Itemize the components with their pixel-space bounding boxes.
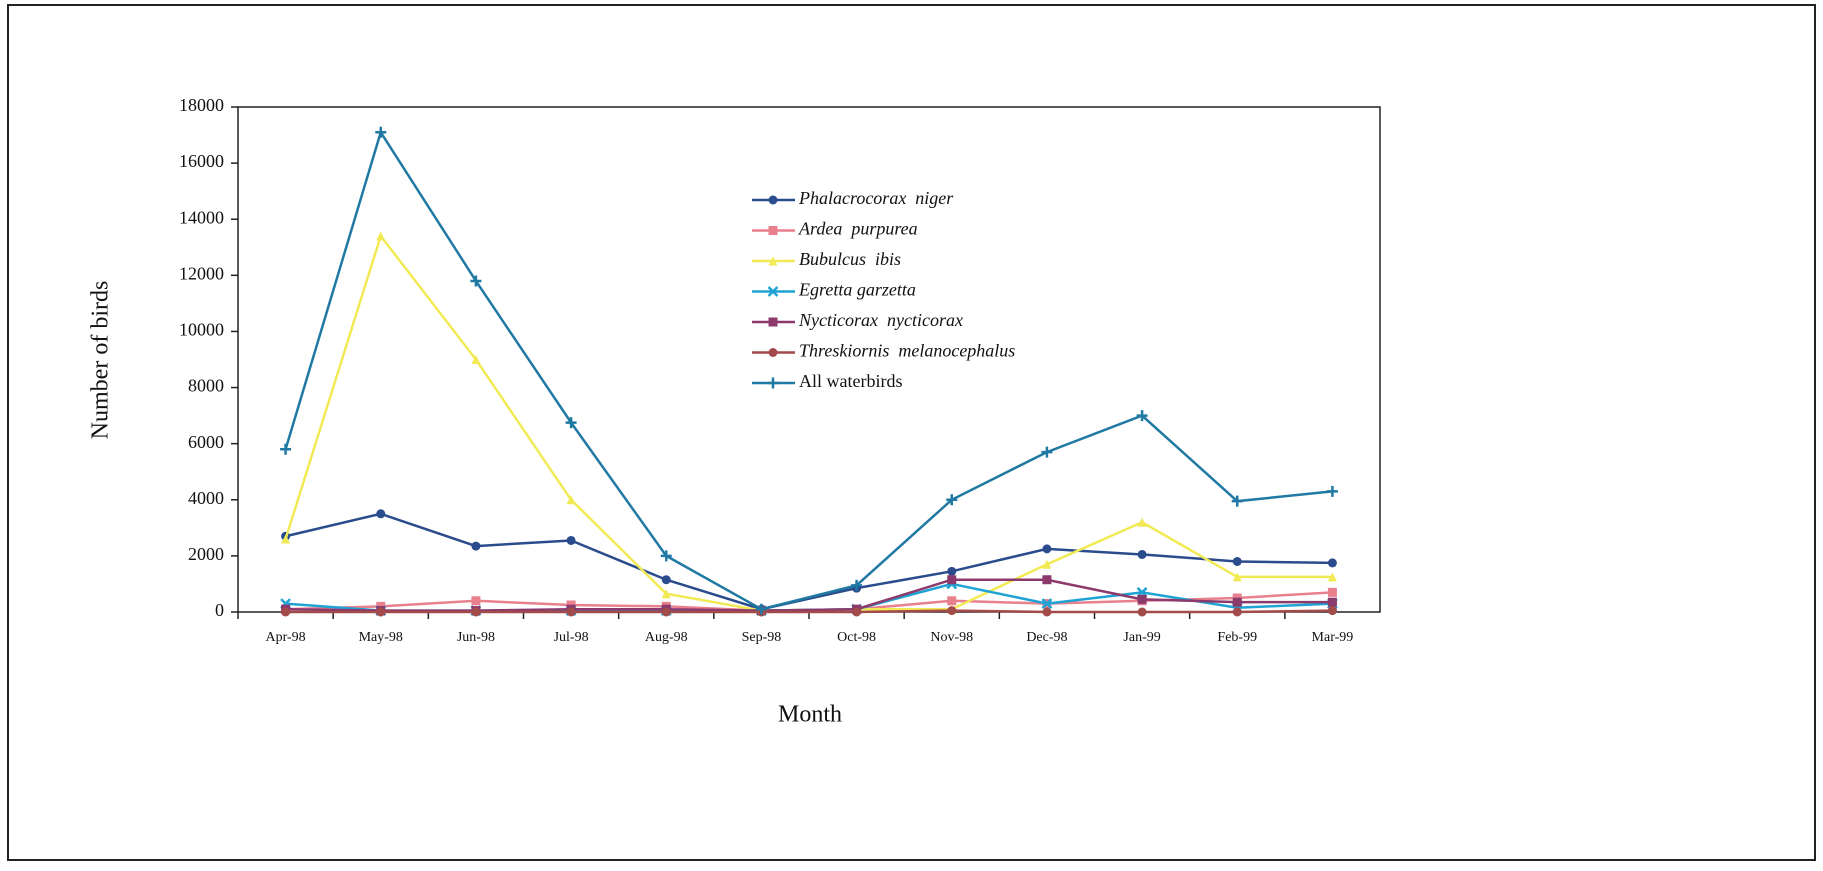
x-tick-label: Nov-98 — [930, 630, 973, 645]
marker — [1041, 446, 1053, 458]
series — [281, 606, 1337, 617]
marker — [755, 603, 767, 615]
marker — [1137, 594, 1147, 604]
marker — [376, 509, 386, 519]
series-line — [285, 512, 1333, 611]
marker — [768, 195, 778, 205]
series-line — [285, 609, 1333, 614]
x-tick-label: Apr-98 — [266, 630, 306, 645]
series-line — [284, 129, 1333, 611]
marker — [1137, 549, 1147, 559]
legend-label: Phalacrocorax niger — [798, 188, 954, 208]
marker — [947, 596, 957, 606]
marker — [767, 377, 779, 389]
marker — [1327, 587, 1337, 597]
x-tick-label: Feb-99 — [1217, 630, 1257, 645]
series — [281, 575, 1337, 616]
frame — [7, 4, 1816, 861]
marker — [1042, 559, 1052, 569]
marker — [281, 607, 291, 617]
y-tick-label: 4000 — [188, 488, 224, 508]
x-tick-label: Dec-98 — [1026, 630, 1067, 645]
marker — [1137, 517, 1147, 527]
marker — [1232, 597, 1242, 607]
marker — [768, 317, 778, 327]
x-tick-label: Oct-98 — [837, 630, 876, 645]
x-tick-label: Mar-99 — [1312, 630, 1354, 645]
x-tick-label: Sep-98 — [742, 630, 782, 645]
marker — [375, 126, 387, 138]
marker — [661, 575, 671, 585]
legend-label: Egretta garzetta — [798, 280, 916, 300]
marker — [1232, 572, 1242, 582]
marker — [851, 579, 863, 591]
marker — [1327, 597, 1337, 607]
legend-label: All waterbirds — [799, 371, 902, 391]
marker — [661, 607, 671, 617]
x-tick-label: Aug-98 — [645, 630, 688, 645]
marker — [1137, 607, 1147, 617]
marker — [1327, 558, 1337, 568]
marker — [852, 607, 862, 617]
marker — [661, 589, 671, 599]
marker — [376, 231, 386, 241]
marker — [565, 417, 577, 429]
y-tick-label: 16000 — [179, 151, 224, 171]
marker — [471, 607, 481, 617]
marker — [376, 607, 386, 617]
marker — [767, 286, 779, 297]
marker — [1232, 607, 1242, 617]
y-tick-label: 18000 — [179, 95, 224, 115]
series — [280, 126, 1338, 615]
x-tick-label: Jan-99 — [1123, 630, 1160, 645]
marker — [1042, 575, 1052, 585]
legend-label: Nycticorax nycticorax — [798, 310, 963, 330]
marker — [1136, 410, 1148, 422]
marker — [566, 535, 576, 545]
x-axis-label: Month — [778, 702, 842, 728]
marker — [566, 607, 576, 617]
y-tick-label: 14000 — [179, 207, 224, 227]
x-tick-label: Jun-98 — [457, 630, 495, 645]
y-tick-label: 0 — [215, 600, 224, 620]
marker — [947, 606, 957, 616]
marker — [946, 494, 958, 506]
marker — [947, 566, 957, 576]
legend-label: Ardea purpurea — [798, 219, 918, 239]
legend-label: Threskiornis melanocephalus — [799, 341, 1015, 361]
marker — [1327, 572, 1337, 582]
y-tick-label: 10000 — [179, 320, 224, 340]
marker — [281, 534, 291, 544]
marker — [471, 355, 481, 364]
y-tick-label: 2000 — [188, 544, 224, 564]
marker — [471, 596, 481, 606]
y-tick-label: 8000 — [188, 376, 224, 396]
y-tick-label: 12000 — [179, 263, 224, 283]
x-tick-label: Jul-98 — [554, 630, 589, 645]
marker — [1326, 485, 1338, 497]
y-tick-label: 6000 — [188, 432, 224, 452]
marker — [471, 541, 481, 551]
marker — [660, 550, 672, 562]
marker — [1231, 495, 1243, 507]
marker — [947, 575, 957, 585]
marker — [768, 348, 778, 357]
marker — [470, 275, 482, 287]
legend-label: Bubulcus ibis — [799, 249, 901, 269]
marker — [1042, 544, 1052, 554]
marker — [1327, 606, 1337, 616]
marker — [566, 495, 576, 505]
marker — [768, 226, 778, 235]
marker — [768, 256, 778, 266]
marker — [280, 443, 292, 455]
y-axis-label: Number of birds — [88, 281, 114, 440]
marker — [1232, 557, 1242, 566]
x-tick-label: May-98 — [359, 630, 403, 645]
marker — [1042, 607, 1052, 617]
marker — [1041, 598, 1053, 609]
series-line — [285, 578, 1333, 612]
